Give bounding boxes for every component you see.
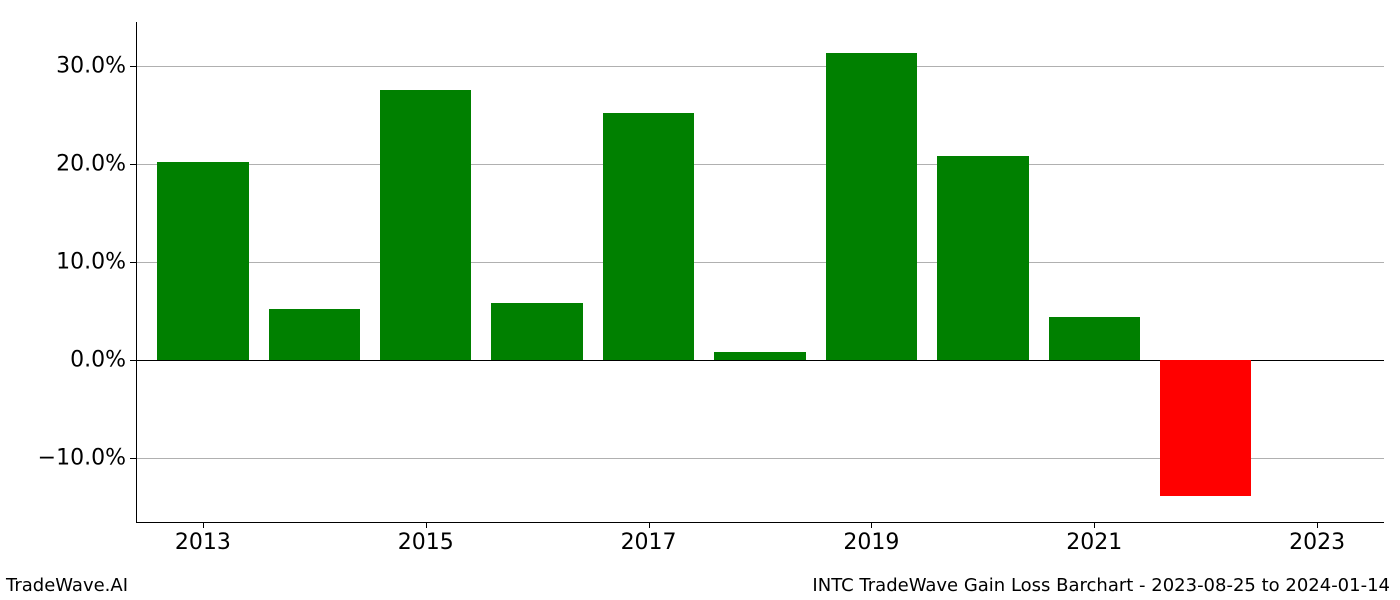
bar	[937, 156, 1028, 360]
bar	[269, 309, 360, 360]
y-axis-tick-label: 30.0%	[56, 54, 136, 79]
footer-caption: INTC TradeWave Gain Loss Barchart - 2023…	[812, 575, 1390, 596]
axis-spine-bottom	[136, 522, 1384, 523]
gain-loss-barchart: −10.0%0.0%10.0%20.0%30.0%201320152017201…	[136, 22, 1384, 522]
y-axis-tick-label: 10.0%	[56, 250, 136, 275]
axis-spine-left	[136, 22, 137, 522]
footer-brand: TradeWave.AI	[6, 575, 128, 596]
gridline	[136, 66, 1384, 67]
bar	[1160, 360, 1251, 495]
gridline	[136, 262, 1384, 263]
y-axis-tick-label: 0.0%	[70, 348, 136, 373]
bar	[491, 303, 582, 360]
bar	[714, 352, 805, 360]
bar	[826, 53, 917, 360]
y-axis-tick-label: 20.0%	[56, 152, 136, 177]
y-axis-tick-label: −10.0%	[38, 446, 136, 471]
gridline	[136, 164, 1384, 165]
bar	[380, 90, 471, 361]
bar	[157, 162, 248, 360]
bar	[603, 113, 694, 360]
bar	[1049, 317, 1140, 360]
